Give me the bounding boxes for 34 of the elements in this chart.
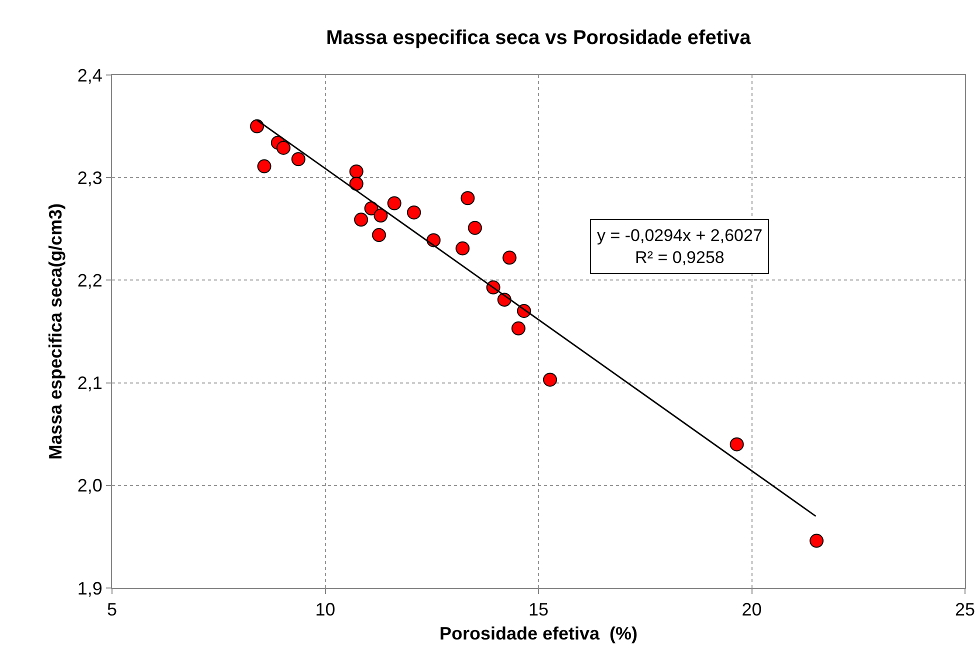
x-tick-label: 10 — [315, 600, 336, 620]
point — [406, 205, 421, 220]
x-tick-label: 15 — [528, 600, 549, 620]
y-tick-label: 2,0 — [77, 476, 102, 496]
x-tick-label: 20 — [742, 600, 762, 620]
point — [354, 212, 368, 227]
y-tick-label: 2,4 — [77, 65, 102, 86]
point — [291, 152, 306, 166]
y-axis-title: Massa especifica seca(g/cm3) — [46, 203, 66, 460]
point — [730, 437, 744, 452]
y-tick-label: 1,9 — [77, 578, 102, 598]
point — [502, 250, 516, 265]
x-tick-label: 5 — [106, 600, 118, 620]
x-axis-title: Porosidade efetiva (%) — [439, 624, 638, 644]
point — [349, 164, 364, 178]
point — [460, 191, 475, 206]
y-tick-label: 2,1 — [77, 373, 102, 394]
point — [257, 159, 272, 174]
point — [374, 208, 388, 223]
annotation: y = -0,0294x + 2,6027 R² = 0,9258 — [597, 226, 762, 268]
y-tick-label: 2,3 — [77, 168, 102, 188]
y-tick-label: 2,2 — [77, 270, 102, 290]
point — [276, 140, 290, 155]
point — [468, 220, 482, 235]
point — [511, 321, 526, 336]
point — [372, 228, 386, 242]
point — [456, 241, 470, 256]
point — [250, 119, 264, 134]
x-tick-label: 25 — [954, 600, 976, 620]
point — [387, 196, 402, 210]
point — [543, 372, 558, 387]
point — [349, 176, 364, 191]
chart-title: Massa especifica seca vs Porosidade efetiva — [326, 27, 752, 50]
point — [810, 534, 824, 548]
